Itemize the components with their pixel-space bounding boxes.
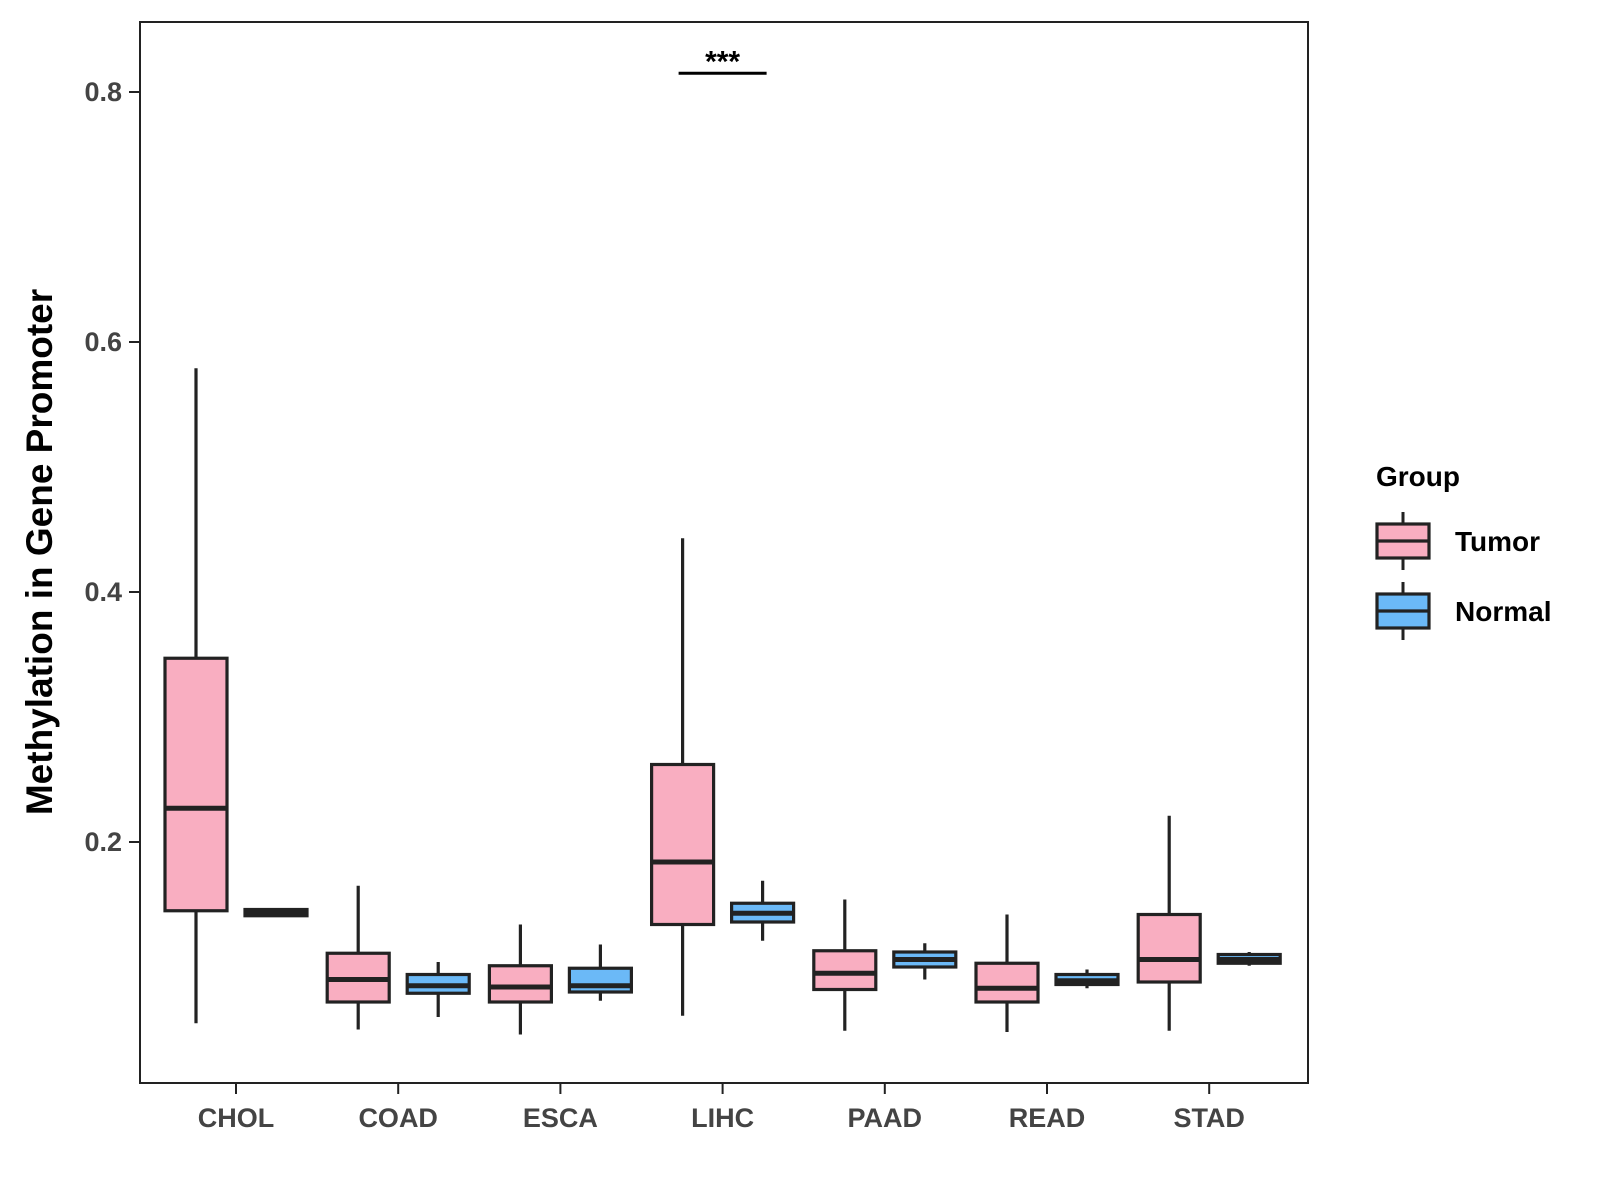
- box-rect: [163, 656, 229, 913]
- box-rect: [487, 964, 553, 1004]
- box-normal-coad: [405, 962, 471, 1017]
- y-tick-label: 0.4: [84, 577, 122, 607]
- significance-label: ***: [705, 45, 740, 78]
- box-rect: [649, 762, 716, 927]
- legend-label: Tumor: [1455, 526, 1540, 557]
- box-tumor-paad: [812, 899, 878, 1031]
- annotations-layer: ***: [678, 45, 767, 78]
- y-tick-label: 0.2: [84, 827, 122, 857]
- box-rect: [1136, 912, 1202, 984]
- box-normal-chol: [243, 907, 309, 918]
- y-axis-title: Methylation in Gene Promoter: [19, 289, 60, 815]
- x-tick-label: LIHC: [691, 1103, 754, 1133]
- legend: Group Tumor Normal: [1375, 461, 1551, 640]
- box-rect: [812, 949, 878, 992]
- box-tumor-coad: [325, 885, 391, 1030]
- box-tumor-esca: [487, 924, 553, 1035]
- box-normal-read: [1054, 969, 1120, 989]
- box-normal-paad: [892, 943, 958, 980]
- box-normal-esca: [567, 944, 634, 1001]
- x-axis: CHOL COAD ESCA LIHC PAAD READ STAD: [198, 1083, 1245, 1133]
- x-tick-label: PAAD: [848, 1103, 923, 1133]
- x-tick-label: COAD: [358, 1103, 438, 1133]
- x-tick-label: CHOL: [198, 1103, 275, 1133]
- legend-item-tumor: Tumor: [1375, 512, 1540, 570]
- legend-label: Normal: [1455, 596, 1551, 627]
- box-tumor-chol: [163, 368, 229, 1024]
- box-tumor-lihc: [649, 538, 716, 1016]
- x-tick-label: STAD: [1173, 1103, 1245, 1133]
- legend-item-normal: Normal: [1375, 582, 1551, 640]
- box-normal-lihc: [729, 880, 796, 941]
- plot-panel: [139, 21, 1309, 1084]
- box-tumor-read: [974, 914, 1040, 1032]
- boxes-layer: [163, 368, 1282, 1035]
- x-tick-label: ESCA: [523, 1103, 598, 1133]
- y-tick-label: 0.6: [84, 327, 122, 357]
- box-tumor-stad: [1136, 815, 1202, 1031]
- x-tick-label: READ: [1009, 1103, 1086, 1133]
- legend-title: Group: [1376, 461, 1460, 492]
- box-normal-stad: [1216, 952, 1282, 966]
- box-rect: [974, 961, 1040, 1004]
- y-axis: 0.2 0.4 0.6 0.8: [84, 77, 140, 857]
- y-tick-label: 0.8: [84, 77, 122, 107]
- box-rect: [567, 966, 634, 994]
